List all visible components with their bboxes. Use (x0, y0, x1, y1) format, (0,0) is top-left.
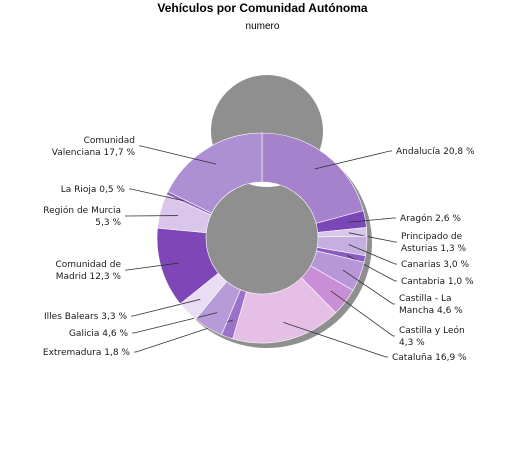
slice-label: Castilla - La Mancha 4,6 % (399, 294, 463, 316)
leader-line (125, 262, 179, 271)
pie-slice (261, 132, 364, 224)
slice-label: Región de Murcia 5,3 % (43, 205, 121, 228)
leader-line (347, 217, 396, 223)
slice-label: Canarias 3,0 % (401, 260, 469, 270)
slice-label: Aragón 2,6 % (400, 213, 461, 224)
slice-label: Cantabria 1,0 % (401, 277, 474, 287)
leader-line (314, 150, 392, 170)
slice-label: Galicia 4,6 % (69, 329, 128, 339)
leader-line (348, 244, 397, 265)
leader-line (131, 298, 201, 317)
slice-label: Andalucía 20,8 % (396, 147, 475, 157)
chart-title: Vehículos por Comunidad Autónoma (157, 1, 368, 15)
leader-line (342, 269, 395, 305)
slice-label: Cataluña 16,9 % (392, 353, 467, 363)
slice-label: Comunidad de Madrid 12,3 % (55, 260, 121, 282)
slice-label: Extremadura 1,8 % (43, 348, 131, 358)
slice-label: Illes Balears 3,3 % (44, 312, 127, 322)
leader-line (283, 321, 388, 358)
leader-line (129, 188, 184, 202)
slice-label: Principado de Asturias 1,3 % (401, 232, 467, 254)
chart-subtitle: numero (245, 21, 280, 32)
leader-line (132, 312, 218, 334)
slice-label: Castilla y León 4,3 % (399, 325, 465, 348)
leader-line (139, 145, 217, 165)
slice-label: Comunidad Valenciana 17,7 % (52, 136, 136, 158)
pie-slice (167, 132, 263, 214)
leader-line (330, 290, 395, 337)
leader-line (134, 319, 234, 353)
slice-label: La Rioja 0,5 % (61, 185, 126, 195)
